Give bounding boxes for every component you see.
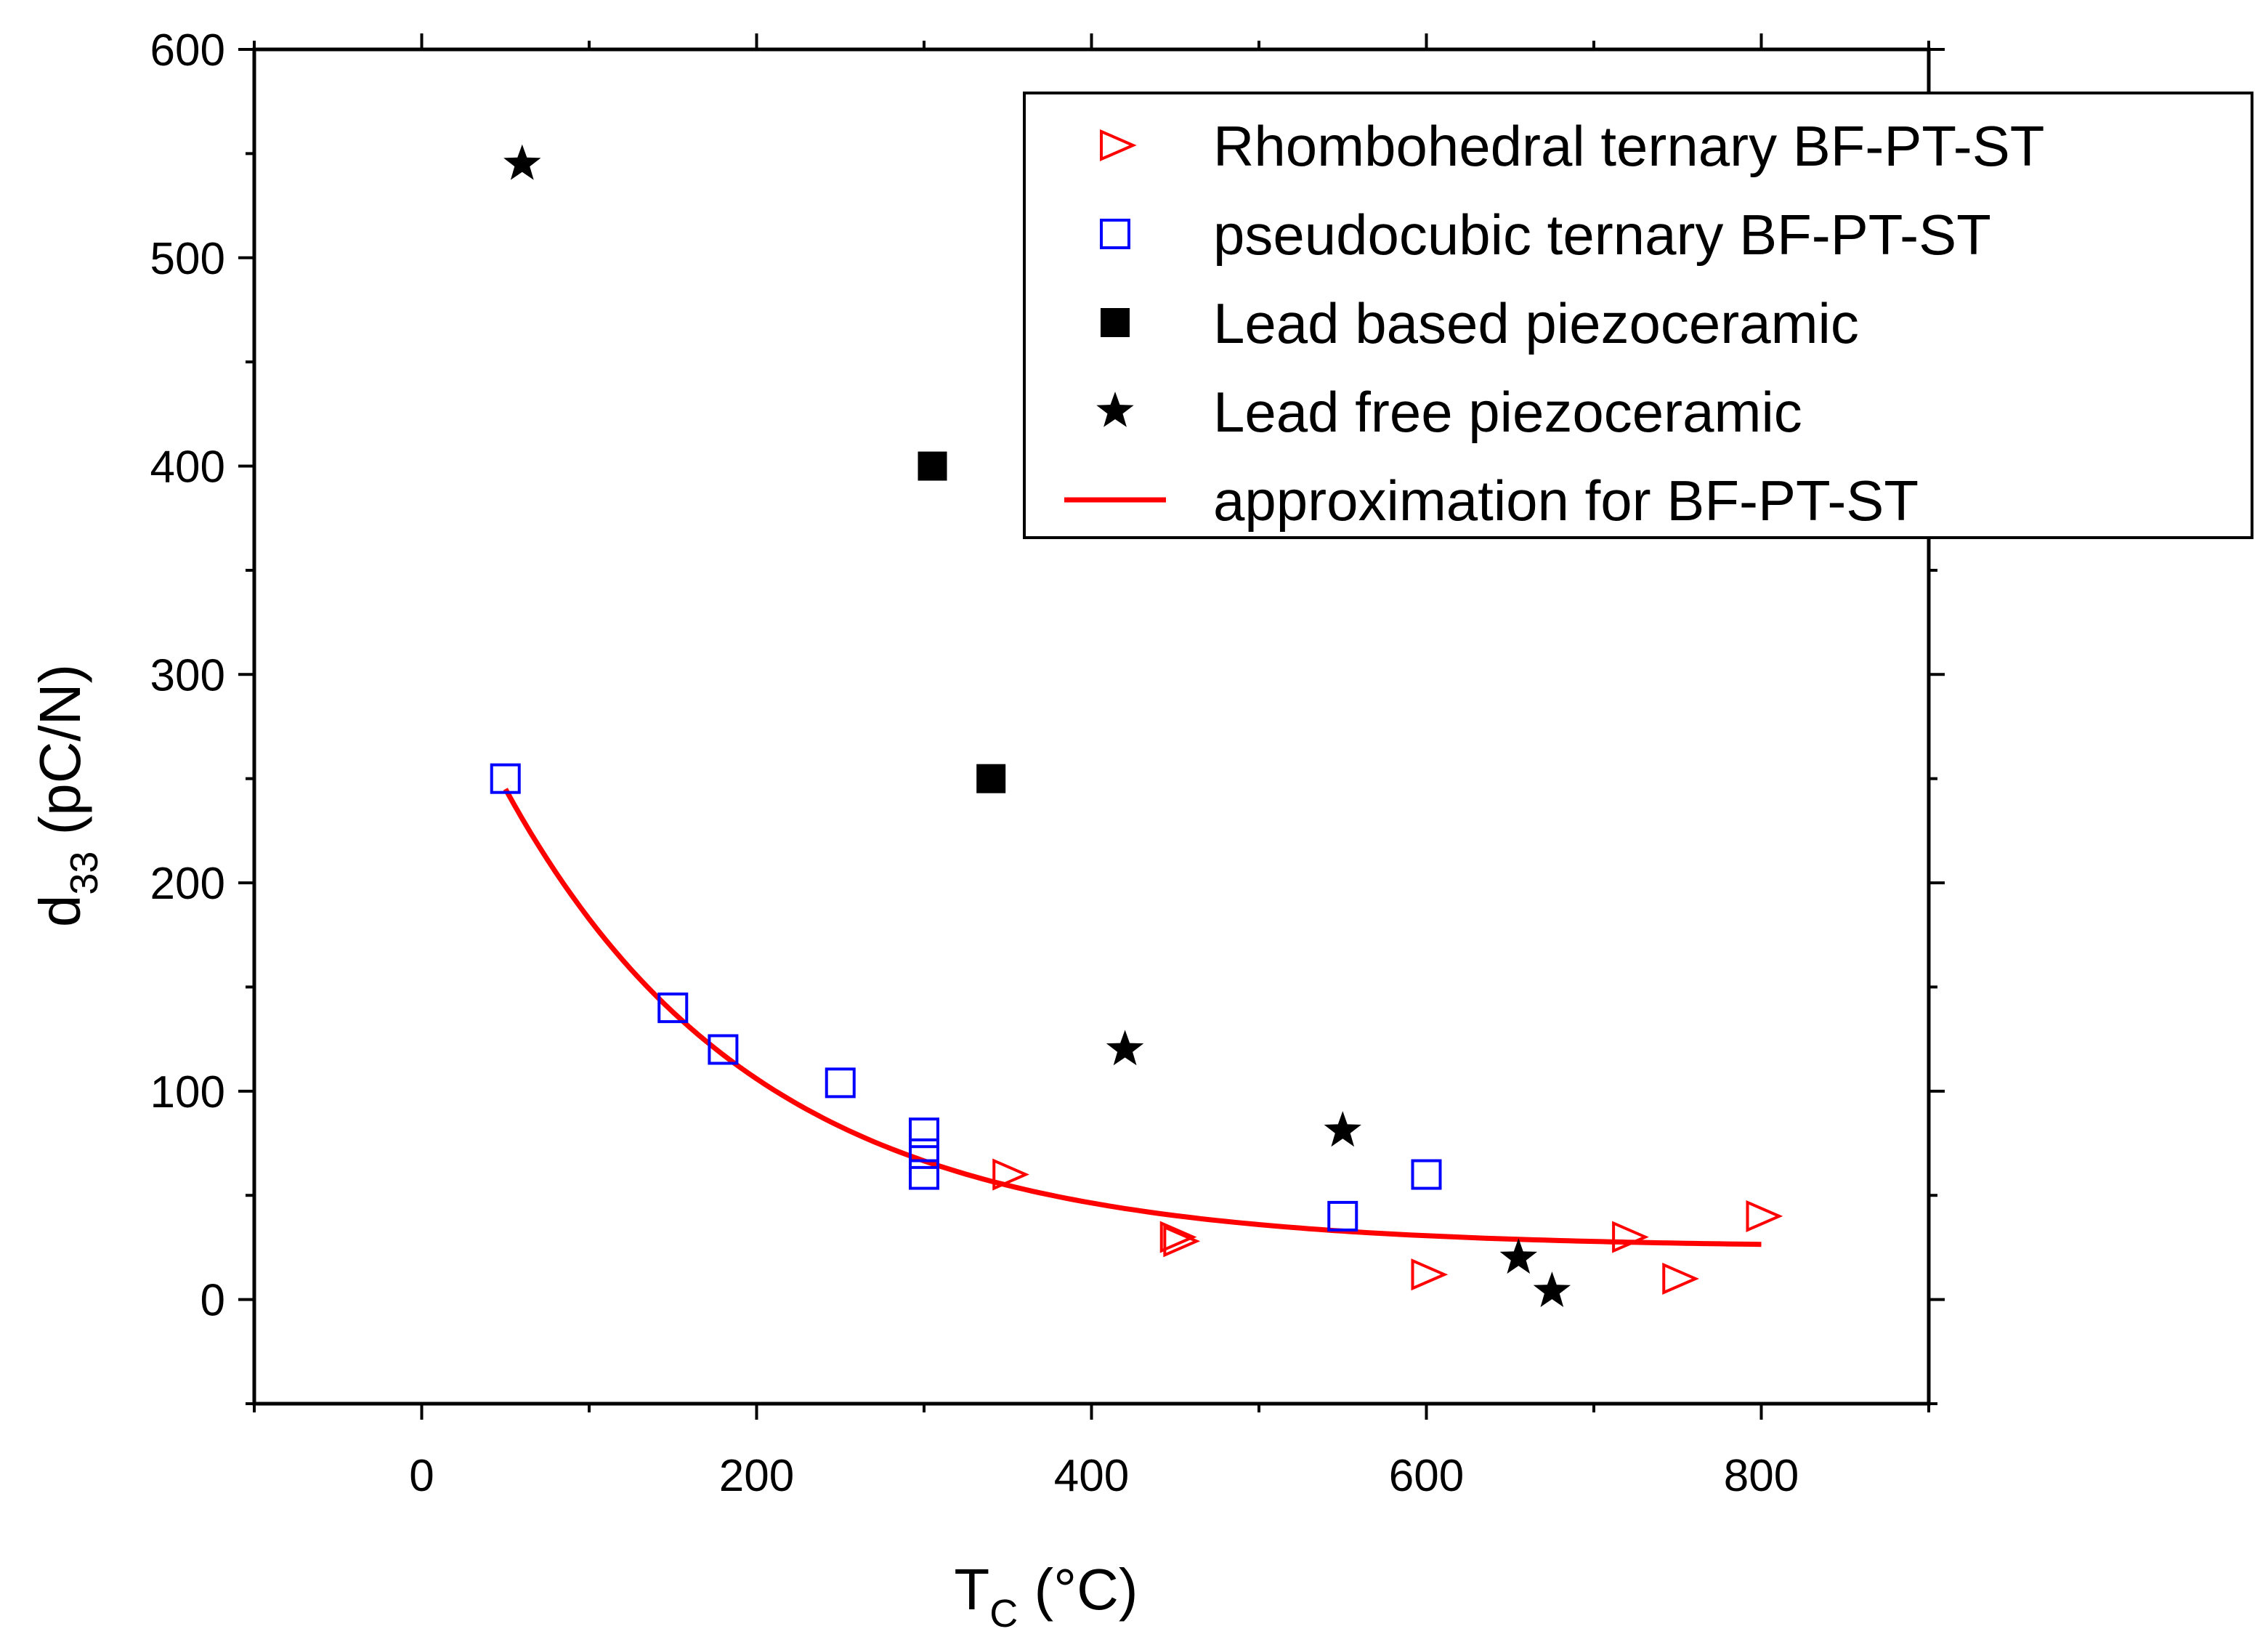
x-tick-label: 600 bbox=[1389, 1451, 1464, 1501]
data-point-series-0 bbox=[1612, 1221, 1649, 1253]
data-point-series-1 bbox=[909, 1138, 939, 1169]
data-point-series-0 bbox=[1662, 1262, 1699, 1295]
data-point-series-1 bbox=[1411, 1159, 1442, 1190]
data-point-series-3 bbox=[1106, 1030, 1144, 1066]
data-point-series-2 bbox=[918, 451, 947, 481]
data-point-series-2 bbox=[976, 764, 1006, 793]
x-tick-label: 800 bbox=[1724, 1451, 1799, 1501]
legend-symbol bbox=[1096, 392, 1134, 427]
y-tick-label: 400 bbox=[150, 442, 225, 493]
x-tick-label: 200 bbox=[719, 1451, 794, 1501]
data-point-series-3 bbox=[1499, 1238, 1537, 1274]
x-tick-label: 0 bbox=[409, 1451, 434, 1501]
fit-curve-line bbox=[503, 788, 1762, 1247]
data-point-series-0 bbox=[1159, 1221, 1197, 1253]
legend: Rhombohedral ternary BF-PT-ST pseudocubic… bbox=[1023, 92, 2253, 539]
data-point-series-1 bbox=[909, 1117, 939, 1149]
legend-label: pseudocubic ternary BF-PT-ST bbox=[1213, 203, 1991, 267]
data-point-series-0 bbox=[1411, 1258, 1449, 1291]
legend-box bbox=[1023, 92, 2253, 539]
data-point-series-1 bbox=[825, 1067, 856, 1099]
y-tick-label: 0 bbox=[201, 1276, 225, 1326]
legend-label: Rhombohedral ternary BF-PT-ST bbox=[1213, 114, 2044, 178]
y-tick-label: 600 bbox=[150, 25, 225, 76]
data-point-series-0 bbox=[1163, 1225, 1201, 1258]
y-tick-label: 100 bbox=[150, 1067, 225, 1117]
data-point-series-1 bbox=[1327, 1200, 1358, 1232]
y-tick-label: 200 bbox=[150, 859, 225, 909]
axis-tick-labels: 0 200 400 600 800 0 100 200 300 400 500 600 bbox=[150, 25, 1799, 1501]
data-point-series-1 bbox=[708, 1034, 739, 1065]
fit-curve bbox=[503, 788, 1762, 1247]
y-tick-label: 500 bbox=[150, 234, 225, 284]
data-point-series-0 bbox=[992, 1158, 1029, 1191]
legend-symbol bbox=[1101, 308, 1130, 337]
x-tick-label: 400 bbox=[1054, 1451, 1129, 1501]
data-point-series-3 bbox=[1533, 1271, 1571, 1307]
x-axis-label: TC (°C) bbox=[954, 1557, 1138, 1635]
y-axis-label: d33 (pC/N) bbox=[28, 664, 106, 927]
y-tick-label: 300 bbox=[150, 650, 225, 700]
legend-label: Lead based piezoceramic bbox=[1213, 291, 1859, 355]
legend-label: Lead free piezoceramic bbox=[1213, 380, 1802, 444]
data-point-series-1 bbox=[909, 1159, 939, 1190]
legend-symbol bbox=[1100, 129, 1137, 162]
legend-label: approximation for BF-PT-ST bbox=[1213, 469, 1919, 533]
data-markers bbox=[490, 144, 1783, 1307]
data-point-series-1 bbox=[490, 763, 521, 794]
data-point-series-0 bbox=[1746, 1200, 1783, 1232]
legend-symbol bbox=[1100, 219, 1130, 249]
data-point-series-1 bbox=[657, 992, 689, 1024]
data-point-series-3 bbox=[1324, 1111, 1361, 1147]
data-point-series-3 bbox=[503, 144, 541, 180]
